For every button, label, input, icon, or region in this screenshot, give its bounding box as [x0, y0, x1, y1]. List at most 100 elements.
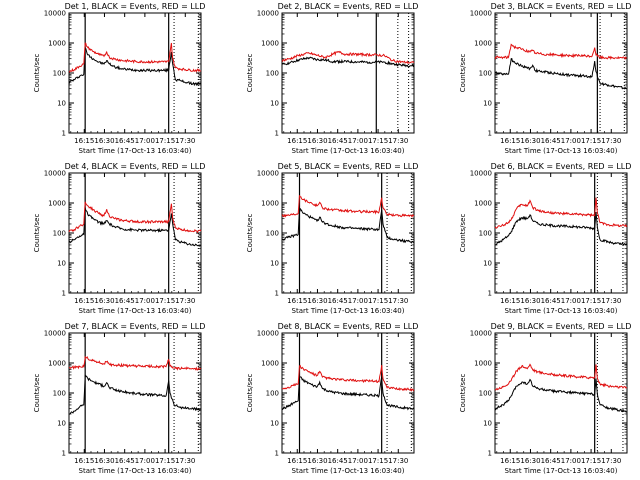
y-axis-label: Counts/sec	[459, 214, 467, 253]
panel-title: Det 4, BLACK = Events, RED = LLD	[65, 162, 206, 171]
x-tick-label: 16:45	[328, 137, 348, 145]
x-tick-label: 16:30	[520, 457, 540, 465]
y-tick-label: 100	[479, 70, 492, 78]
x-tick-label: 17:30	[388, 137, 408, 145]
x-axis-label: Start Time (17-Oct-13 16:03:40)	[292, 467, 405, 475]
y-tick-label: 10000	[257, 330, 279, 338]
events-rate-line	[494, 211, 628, 246]
plot-frame	[494, 172, 628, 294]
plot-frame	[494, 12, 628, 134]
y-tick-label: 100	[53, 230, 66, 238]
y-tick-label: 1	[275, 290, 279, 298]
x-tick-label: 17:00	[561, 457, 581, 465]
events-rate-line	[68, 45, 202, 87]
y-tick-label: 10	[57, 260, 66, 268]
y-tick-label: 10	[57, 100, 66, 108]
x-tick-label: 17:30	[175, 297, 195, 305]
x-tick-label: 16:15	[500, 297, 520, 305]
x-axis-label: Start Time (17-Oct-13 16:03:40)	[292, 307, 405, 315]
detector-panel-3: Det 3, BLACK = Events, RED = LLD 1 10 100 10…	[459, 2, 631, 155]
detector-panel-7: Det 7, BLACK = Events, RED = LLD 1 10 100 10…	[33, 322, 205, 475]
plot-frame	[281, 12, 415, 134]
x-tick-label: 16:30	[520, 137, 540, 145]
y-tick-label: 10000	[257, 10, 279, 18]
x-axis-label: Start Time (17-Oct-13 16:03:40)	[79, 467, 192, 475]
x-tick-label: 17:15	[581, 137, 601, 145]
panel-title: Det 9, BLACK = Events, RED = LLD	[491, 322, 632, 331]
y-tick-label: 1	[488, 130, 492, 138]
y-tick-label: 10	[483, 100, 492, 108]
y-tick-label: 1000	[48, 360, 66, 368]
x-tick-label: 16:45	[328, 297, 348, 305]
x-tick-label: 17:00	[348, 137, 368, 145]
x-tick-label: 17:30	[388, 297, 408, 305]
lld-rate-line	[68, 42, 202, 73]
y-tick-label: 100	[53, 70, 66, 78]
events-rate-line	[281, 207, 415, 244]
x-tick-label: 17:15	[581, 297, 601, 305]
y-tick-label: 1000	[474, 200, 492, 208]
y-axis-label: Counts/sec	[246, 214, 254, 253]
y-tick-label: 1	[275, 130, 279, 138]
x-tick-label: 16:15	[74, 137, 94, 145]
x-tick-label: 17:15	[155, 457, 175, 465]
x-axis-label: Start Time (17-Oct-13 16:03:40)	[79, 147, 192, 155]
x-tick-label: 16:15	[74, 457, 94, 465]
panel-title: Det 5, BLACK = Events, RED = LLD	[278, 162, 419, 171]
x-tick-label: 17:15	[368, 297, 388, 305]
y-tick-label: 1000	[48, 200, 66, 208]
y-tick-label: 10	[270, 260, 279, 268]
y-tick-label: 1	[62, 130, 66, 138]
x-axis-label: Start Time (17-Oct-13 16:03:40)	[79, 307, 192, 315]
events-rate-line	[68, 207, 201, 247]
x-tick-label: 16:30	[94, 297, 114, 305]
y-tick-label: 1	[62, 290, 66, 298]
x-tick-label: 16:45	[541, 137, 561, 145]
x-tick-label: 17:30	[175, 137, 195, 145]
y-tick-label: 100	[479, 390, 492, 398]
detector-panel-1: Det 1, BLACK = Events, RED = LLD 1 10 100 10…	[33, 2, 205, 155]
plot-frame	[494, 332, 628, 454]
y-tick-label: 1000	[474, 360, 492, 368]
panel-title: Det 6, BLACK = Events, RED = LLD	[491, 162, 632, 171]
lld-rate-line	[69, 355, 202, 371]
y-tick-label: 10	[270, 420, 279, 428]
x-tick-label: 16:15	[74, 297, 94, 305]
x-tick-label: 17:00	[561, 297, 581, 305]
x-tick-label: 17:15	[155, 137, 175, 145]
x-tick-label: 17:15	[368, 137, 388, 145]
y-tick-label: 1000	[474, 40, 492, 48]
x-tick-label: 16:30	[520, 297, 540, 305]
y-tick-label: 10000	[257, 170, 279, 178]
detector-panel-4: Det 4, BLACK = Events, RED = LLD 1 10 100 10…	[33, 162, 205, 315]
y-tick-label: 1000	[261, 40, 279, 48]
x-tick-label: 17:00	[135, 137, 155, 145]
y-tick-label: 10	[270, 100, 279, 108]
panel-title: Det 2, BLACK = Events, RED = LLD	[278, 2, 419, 11]
x-axis-label: Start Time (17-Oct-13 16:03:40)	[292, 147, 405, 155]
x-tick-label: 17:30	[601, 457, 621, 465]
detector-panel-8: Det 8, BLACK = Events, RED = LLD 1 10 100 10…	[246, 322, 418, 475]
y-tick-label: 10	[483, 420, 492, 428]
x-tick-label: 17:00	[348, 457, 368, 465]
plot-frame	[68, 332, 202, 454]
x-tick-label: 16:15	[287, 137, 307, 145]
y-tick-label: 10	[483, 260, 492, 268]
y-tick-label: 100	[266, 230, 279, 238]
x-tick-label: 16:45	[328, 457, 348, 465]
lld-rate-line	[494, 43, 628, 61]
events-rate-line	[68, 374, 202, 415]
y-tick-label: 10000	[470, 10, 492, 18]
x-tick-label: 16:30	[307, 457, 327, 465]
x-tick-label: 17:30	[601, 297, 621, 305]
y-axis-label: Counts/sec	[33, 374, 41, 413]
x-tick-label: 16:30	[94, 457, 114, 465]
detector-panel-5: Det 5, BLACK = Events, RED = LLD 1 10 100 10…	[246, 162, 418, 315]
x-tick-label: 16:45	[541, 297, 561, 305]
detector-panel-6: Det 6, BLACK = Events, RED = LLD 1 10 100 10…	[459, 162, 631, 315]
y-tick-label: 100	[53, 390, 66, 398]
y-tick-label: 100	[266, 70, 279, 78]
y-tick-label: 1000	[261, 360, 279, 368]
y-tick-label: 10000	[470, 170, 492, 178]
